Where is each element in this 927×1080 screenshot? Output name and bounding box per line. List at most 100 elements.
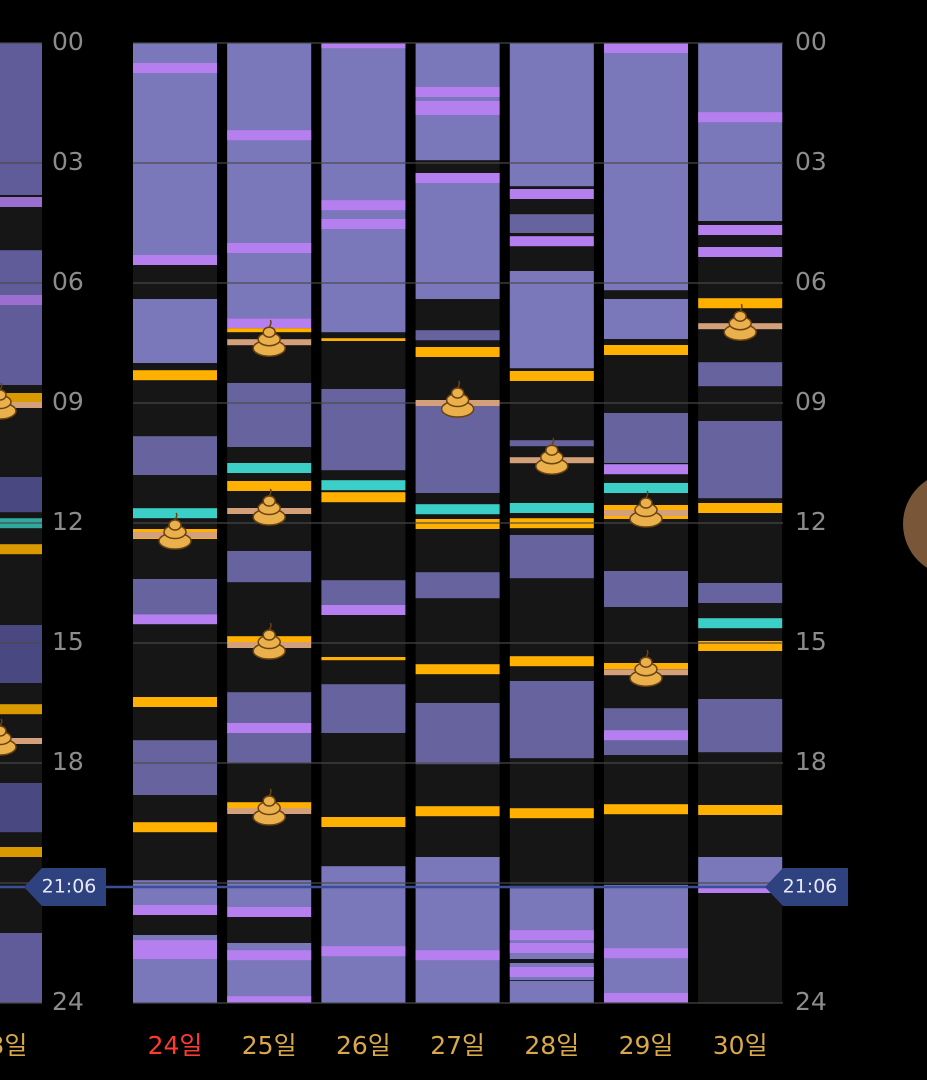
event-block [509, 535, 594, 579]
event-block [509, 943, 594, 953]
poop-part [551, 437, 555, 446]
event-block [133, 436, 217, 475]
event-block [321, 605, 406, 615]
poop-icon [252, 488, 286, 526]
hour-label: 12 [52, 507, 84, 536]
event-block [698, 641, 783, 651]
day-label: 29일 [619, 1031, 674, 1060]
event-block [415, 857, 500, 1003]
day-label: 23일 [0, 1031, 27, 1060]
event-block [509, 271, 594, 369]
event-block [415, 87, 500, 97]
event-block [604, 464, 688, 475]
poop-part [268, 488, 272, 497]
day-label: 30일 [713, 1031, 768, 1060]
event-block [698, 362, 783, 387]
poop-part [268, 622, 272, 631]
event-block [321, 866, 406, 1003]
hour-label: 15 [795, 627, 827, 656]
event-block [133, 370, 217, 381]
event-block [415, 703, 500, 765]
day-label: 26일 [336, 1031, 391, 1060]
event-block [133, 579, 217, 615]
event-block [698, 421, 783, 499]
poop-part [545, 444, 559, 456]
event-block [0, 250, 42, 385]
event-block [227, 318, 312, 329]
poop-part [168, 519, 182, 531]
event-block [604, 345, 688, 355]
event-block [604, 993, 688, 1003]
event-block [698, 503, 783, 513]
poop-part [174, 512, 178, 521]
event-block [0, 295, 42, 305]
now-label: 21:06 [42, 876, 97, 898]
event-block [227, 130, 312, 141]
hour-label: 06 [52, 267, 84, 296]
event-block [415, 806, 500, 817]
poop-icon [440, 380, 475, 418]
now-badge [765, 868, 848, 906]
event-block [0, 933, 42, 1003]
poop-icon [0, 382, 17, 420]
poop-part [645, 490, 649, 499]
event-block [0, 393, 42, 403]
event-block [0, 625, 42, 683]
event-block [415, 950, 500, 961]
event-block [227, 551, 312, 583]
hour-label: 12 [795, 507, 827, 536]
poop-icon [723, 303, 757, 341]
event-block [509, 503, 594, 513]
poop-part [456, 380, 461, 389]
event-block [509, 440, 594, 447]
floating-button[interactable] [903, 472, 927, 576]
hour-label: 09 [795, 387, 827, 416]
poop-line [0, 402, 42, 408]
event-block [321, 580, 406, 605]
day-label: 24일 [148, 1031, 203, 1060]
event-block [415, 173, 500, 183]
poop-icon [0, 718, 17, 756]
poop-part [262, 495, 276, 507]
poop-icon [252, 788, 286, 826]
poop-icon [629, 490, 663, 528]
event-block [698, 857, 783, 887]
hour-label: 18 [795, 747, 827, 776]
event-block [415, 664, 500, 675]
event-block [321, 492, 406, 503]
poop-part [0, 382, 3, 391]
event-block [604, 948, 688, 959]
poop-part [262, 629, 276, 641]
event-block [604, 299, 688, 339]
event-block [415, 504, 500, 515]
event-block [321, 200, 406, 211]
event-block [133, 255, 217, 265]
event-block [415, 330, 500, 341]
event-block [133, 740, 217, 795]
event-block [509, 236, 594, 247]
event-block [0, 197, 42, 207]
event-block [415, 519, 500, 529]
event-block [133, 905, 217, 915]
event-block [698, 887, 783, 893]
event-block [321, 43, 406, 49]
event-block [415, 101, 500, 115]
event-block [133, 697, 217, 707]
event-block [415, 173, 500, 299]
event-block [604, 885, 688, 1003]
event-block [321, 389, 406, 471]
poop-part [0, 718, 3, 727]
event-block [227, 481, 312, 491]
poop-part [733, 310, 747, 322]
hour-label: 15 [52, 627, 84, 656]
event-block [227, 996, 312, 1003]
hour-label: 06 [795, 267, 827, 296]
event-block [604, 43, 688, 53]
event-block [321, 338, 406, 341]
event-block [0, 477, 42, 513]
event-block [133, 614, 217, 625]
day-label: 28일 [524, 1031, 579, 1060]
event-block [227, 907, 312, 917]
event-block [415, 405, 500, 493]
